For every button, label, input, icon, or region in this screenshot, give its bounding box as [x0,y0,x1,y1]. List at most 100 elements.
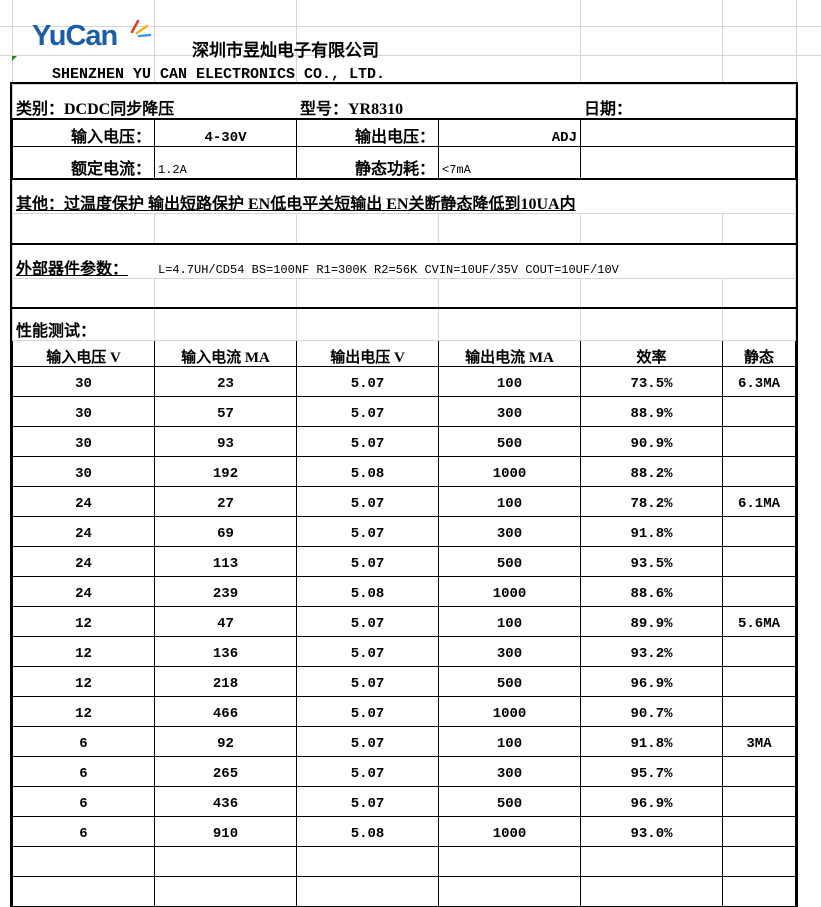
rated-current-value[interactable]: 1.2A [154,146,297,179]
table-cell[interactable] [722,636,796,667]
table-cell[interactable]: 95.7% [580,756,723,787]
table-cell[interactable]: 5.08 [296,816,439,847]
table-cell[interactable]: 24 [12,486,155,517]
table-cell[interactable]: 239 [154,576,297,607]
empty-cell[interactable] [438,876,581,907]
table-cell[interactable]: 3MA [722,726,796,757]
table-cell[interactable]: 192 [154,456,297,487]
table-cell[interactable]: 500 [438,546,581,577]
table-cell[interactable]: 5.07 [296,546,439,577]
output-voltage-value[interactable]: ADJ [438,118,581,147]
table-cell[interactable]: 910 [154,816,297,847]
table-cell[interactable] [722,426,796,457]
table-cell[interactable]: 30 [12,426,155,457]
table-cell[interactable] [722,666,796,697]
empty-cell[interactable] [12,876,155,907]
table-cell[interactable]: 100 [438,726,581,757]
table-cell[interactable]: 93.2% [580,636,723,667]
date-cell[interactable]: 日期： [580,84,796,119]
table-cell[interactable]: 500 [438,426,581,457]
table-cell[interactable]: 96.9% [580,666,723,697]
table-cell[interactable]: 30 [12,366,155,397]
table-cell[interactable] [722,786,796,817]
table-cell[interactable]: 89.9% [580,606,723,637]
table-cell[interactable]: 88.2% [580,456,723,487]
table-cell[interactable]: 92 [154,726,297,757]
table-cell[interactable]: 1000 [438,816,581,847]
table-cell[interactable]: 5.07 [296,756,439,787]
table-cell[interactable]: 436 [154,786,297,817]
table-cell[interactable]: 12 [12,606,155,637]
empty-cell[interactable] [722,876,796,907]
table-cell[interactable]: 5.08 [296,456,439,487]
table-cell[interactable]: 5.07 [296,366,439,397]
table-cell[interactable]: 12 [12,636,155,667]
table-cell[interactable] [722,456,796,487]
table-cell[interactable]: 100 [438,366,581,397]
table-cell[interactable]: 27 [154,486,297,517]
input-voltage-value[interactable]: 4-30V [154,118,297,147]
table-cell[interactable]: 5.07 [296,396,439,427]
table-cell[interactable] [722,576,796,607]
table-cell[interactable]: 90.7% [580,696,723,727]
table-cell[interactable]: 500 [438,786,581,817]
table-cell[interactable]: 30 [12,456,155,487]
empty-cell[interactable] [296,846,439,877]
quiescent-value[interactable]: <7mA [438,146,581,179]
table-cell[interactable]: 6 [12,726,155,757]
table-cell[interactable] [722,516,796,547]
category-cell[interactable]: 类别：DCDC同步降压 [12,84,297,119]
table-cell[interactable]: 5.6MA [722,606,796,637]
table-cell[interactable]: 5.08 [296,576,439,607]
table-cell[interactable]: 12 [12,666,155,697]
table-cell[interactable]: 5.07 [296,486,439,517]
table-cell[interactable]: 1000 [438,456,581,487]
table-cell[interactable]: 73.5% [580,366,723,397]
table-cell[interactable]: 100 [438,606,581,637]
table-cell[interactable] [722,756,796,787]
table-cell[interactable]: 1000 [438,696,581,727]
empty-cell[interactable] [296,876,439,907]
table-cell[interactable]: 47 [154,606,297,637]
table-cell[interactable]: 100 [438,486,581,517]
table-cell[interactable]: 218 [154,666,297,697]
table-cell[interactable]: 23 [154,366,297,397]
table-cell[interactable] [722,396,796,427]
table-cell[interactable]: 5.07 [296,636,439,667]
table-cell[interactable]: 5.07 [296,726,439,757]
table-cell[interactable]: 6 [12,816,155,847]
table-cell[interactable]: 5.07 [296,696,439,727]
model-cell[interactable]: 型号：YR8310 [296,84,581,119]
empty-cell[interactable] [438,846,581,877]
empty-cell[interactable] [580,876,723,907]
table-cell[interactable]: 6 [12,756,155,787]
table-cell[interactable]: 24 [12,576,155,607]
empty-cell[interactable] [154,876,297,907]
empty-cell[interactable] [580,846,723,877]
table-cell[interactable]: 500 [438,666,581,697]
empty-cell[interactable] [580,118,796,147]
table-cell[interactable]: 24 [12,516,155,547]
empty-cell[interactable] [722,846,796,877]
table-cell[interactable] [722,816,796,847]
table-cell[interactable]: 300 [438,636,581,667]
table-cell[interactable]: 24 [12,546,155,577]
table-cell[interactable]: 113 [154,546,297,577]
table-cell[interactable]: 12 [12,696,155,727]
table-cell[interactable]: 6.3MA [722,366,796,397]
table-cell[interactable]: 265 [154,756,297,787]
table-cell[interactable]: 93 [154,426,297,457]
table-cell[interactable]: 91.8% [580,516,723,547]
empty-cell[interactable] [12,846,155,877]
empty-cell[interactable] [154,846,297,877]
table-cell[interactable]: 6 [12,786,155,817]
table-cell[interactable]: 57 [154,396,297,427]
table-cell[interactable]: 88.6% [580,576,723,607]
table-cell[interactable]: 1000 [438,576,581,607]
table-cell[interactable] [722,696,796,727]
table-cell[interactable]: 5.07 [296,516,439,547]
table-cell[interactable]: 78.2% [580,486,723,517]
other-features[interactable]: 其他：过温度保护 输出短路保护 EN低电平关短输出 EN关断静态降低到10UA内 [12,177,796,214]
table-cell[interactable]: 88.9% [580,396,723,427]
table-cell[interactable]: 136 [154,636,297,667]
